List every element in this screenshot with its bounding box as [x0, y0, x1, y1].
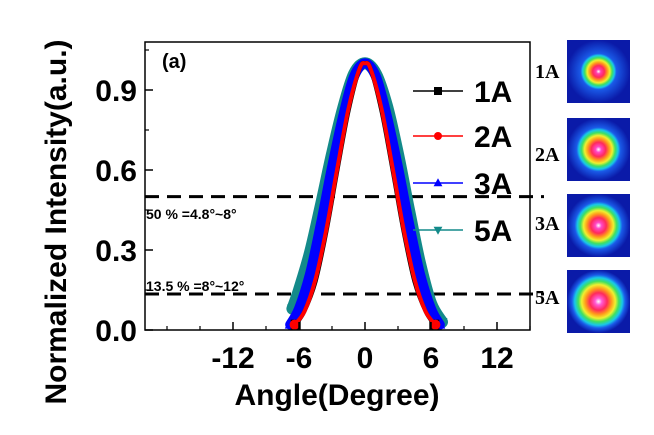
beam-image-1A	[567, 40, 630, 103]
x-axis-ticks: -12 -6 0 6 12	[166, 322, 531, 375]
reference-lines	[145, 195, 544, 296]
beam-label-2A: 2A	[535, 144, 560, 166]
series-layer	[284, 57, 448, 330]
series-2A-line	[292, 61, 438, 327]
legend-1A-marker	[434, 87, 442, 95]
y-tick-label-2: 0.6	[95, 155, 137, 188]
legend-5A-label: 5A	[474, 215, 512, 248]
y-axis-ticks: 0.0 0.3 0.6 0.9	[95, 49, 153, 348]
beam-images: 1A 2A 3A 5A	[535, 40, 630, 333]
plot-frame	[144, 41, 531, 331]
annotation-50-percent: 50 % =4.8°~8°	[146, 206, 237, 222]
legend-2A-marker	[434, 132, 442, 140]
legend: 1A 2A 3A 5A	[413, 76, 512, 248]
x-tick-label--6: -6	[286, 342, 313, 375]
x-tick-label-0: 0	[357, 342, 374, 375]
legend-1A-label: 1A	[474, 76, 512, 109]
beam-image-2A	[567, 118, 630, 181]
y-tick-label-3: 0.9	[95, 75, 137, 108]
x-axis-title: Angle(Degree)	[234, 379, 439, 412]
beam-label-3A: 3A	[535, 213, 560, 235]
legend-3A-marker	[433, 178, 443, 187]
beam-image-3A	[567, 194, 630, 257]
legend-3A-label: 3A	[474, 168, 512, 201]
y-axis-title: Normalized Intensity(a.u.)	[40, 39, 73, 404]
x-tick-label-12: 12	[480, 342, 513, 375]
annotation-13-5-percent: 13.5 % =8°~12°	[146, 278, 244, 294]
beam-image-5A	[567, 270, 630, 333]
y-tick-label-0: 0.0	[95, 315, 137, 348]
panel-label: (a)	[162, 51, 186, 73]
series-2A-marker-14	[430, 319, 441, 330]
x-tick-label-6: 6	[423, 342, 440, 375]
x-tick-label--12: -12	[211, 342, 254, 375]
legend-5A-marker	[433, 226, 443, 235]
beam-label-5A: 5A	[535, 287, 560, 309]
legend-2A-label: 2A	[474, 121, 512, 154]
series-1A-line	[293, 60, 437, 327]
y-tick-label-1: 0.3	[95, 235, 137, 268]
series-2A-marker-0	[289, 319, 300, 330]
beam-label-1A: 1A	[535, 61, 560, 83]
